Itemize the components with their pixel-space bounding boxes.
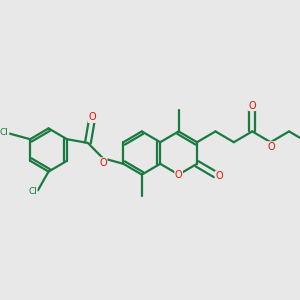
Text: O: O [88,112,96,122]
Text: O: O [267,142,275,152]
Text: O: O [215,171,223,181]
Text: Cl: Cl [28,187,37,196]
Text: O: O [248,100,256,111]
Text: O: O [175,170,182,180]
Text: O: O [99,158,107,168]
Text: Cl: Cl [0,128,9,137]
